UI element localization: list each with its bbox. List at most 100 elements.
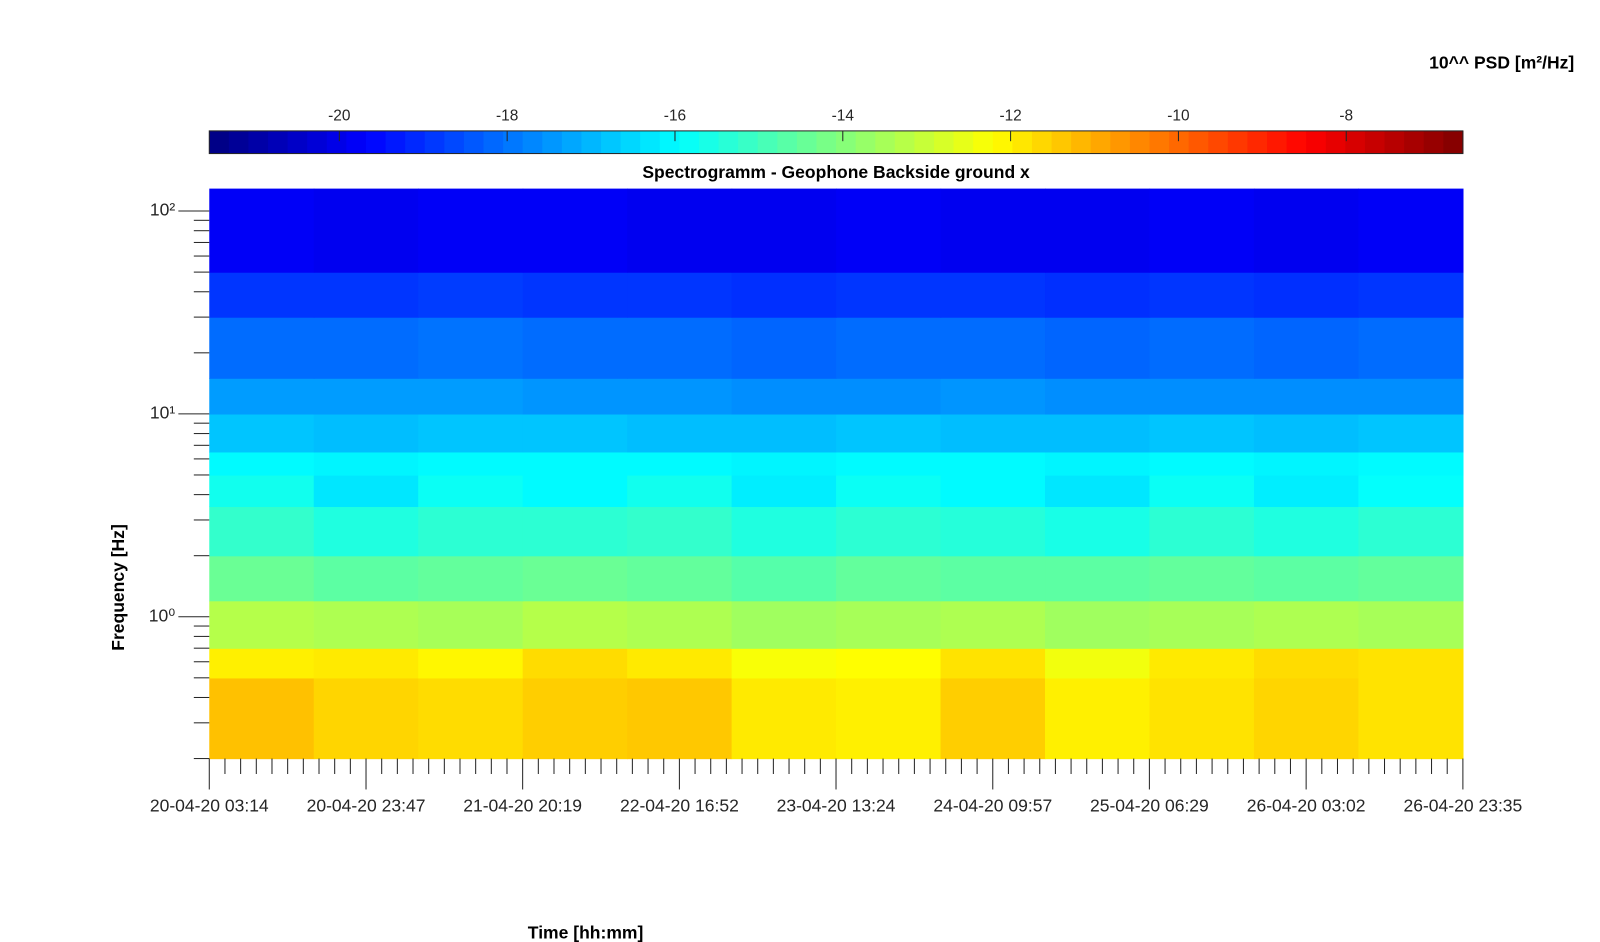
heatmap-cell	[836, 474, 942, 508]
colorbar-swatch	[1090, 130, 1111, 154]
heatmap-cell	[836, 648, 942, 679]
heatmap-cell	[522, 600, 628, 649]
colorbar-swatch	[581, 130, 602, 154]
colorbar-swatch	[718, 130, 739, 154]
heatmap-cell	[1253, 506, 1360, 557]
heatmap-cell	[731, 677, 837, 760]
heatmap-cell	[1358, 600, 1464, 649]
chart-title: Spectrogramm - Geophone Backside ground …	[642, 162, 1030, 182]
heatmap-cell	[836, 317, 942, 379]
heatmap-cell	[1253, 413, 1360, 453]
heatmap-cell	[627, 506, 733, 557]
heatmap-cell	[1358, 272, 1464, 318]
colorbar-swatch	[1227, 130, 1248, 154]
heatmap-cell	[627, 600, 733, 649]
colorbar-swatch	[1364, 130, 1386, 154]
heatmap-cell	[1045, 506, 1151, 557]
heatmap-cell	[209, 413, 315, 453]
x-tick-label: 26-04-20 23:35	[1403, 796, 1522, 816]
heatmap-cell	[313, 317, 419, 379]
heatmap-cell	[1358, 413, 1464, 453]
heatmap-cell	[522, 506, 628, 557]
colorbar-swatch	[698, 130, 720, 154]
heatmap-cell	[1358, 474, 1464, 508]
heatmap-cell	[209, 677, 315, 760]
heatmap-cell	[1149, 451, 1255, 476]
colorbar-swatch	[894, 130, 915, 154]
heatmap-cell	[1149, 474, 1255, 508]
heatmap-cell	[522, 677, 628, 760]
heatmap-cell	[940, 506, 1046, 557]
heatmap-cell	[731, 413, 837, 453]
colorbar-swatch	[1208, 130, 1229, 154]
heatmap-cell	[836, 555, 942, 602]
colorbar-swatch	[1012, 130, 1033, 154]
heatmap-cell	[418, 317, 524, 379]
heatmap-cell	[731, 188, 837, 273]
x-tick-label: 23-04-20 13:24	[777, 796, 896, 816]
heatmap-cell	[522, 555, 628, 602]
heatmap-cell	[313, 378, 419, 415]
colorbar-tick-label: -10	[1167, 108, 1189, 125]
colorbar-swatch	[1345, 130, 1366, 154]
colorbar-swatch	[1404, 130, 1425, 154]
heatmap-cell	[313, 648, 419, 679]
colorbar-swatch	[659, 130, 680, 154]
colorbar-tick-label: -8	[1339, 108, 1353, 125]
heatmap-cell	[418, 272, 524, 318]
heatmap-cell	[940, 600, 1046, 649]
colorbar-swatch	[1443, 130, 1464, 154]
x-tick-label: 20-04-20 03:14	[150, 796, 269, 816]
colorbar-swatch	[757, 130, 778, 154]
colorbar-swatch	[424, 130, 445, 154]
colorbar-swatch	[1188, 130, 1209, 154]
heatmap-cell	[1045, 677, 1151, 760]
heatmap-cell	[418, 378, 524, 415]
heatmap-cell	[731, 378, 837, 415]
heatmap-cell	[313, 677, 419, 760]
heatmap-cell	[313, 413, 419, 453]
heatmap-cell	[209, 648, 315, 679]
heatmap-cell	[836, 378, 942, 415]
heatmap-cell	[836, 677, 942, 760]
heatmap-cell	[209, 555, 315, 602]
heatmap-cell	[313, 555, 419, 602]
heatmap-cell	[1149, 506, 1255, 557]
heatmap-cell	[1253, 272, 1360, 318]
heatmap-cell	[418, 451, 524, 476]
colorbar-swatch	[1031, 130, 1053, 154]
heatmap-cell	[1358, 506, 1464, 557]
colorbar-swatch	[346, 130, 367, 154]
heatmap-cell	[627, 677, 733, 760]
colorbar-swatch	[1051, 130, 1072, 154]
colorbar-tick-label: -14	[832, 108, 855, 125]
colorbar-swatch	[522, 130, 543, 154]
heatmap-cell	[1253, 188, 1360, 273]
heatmap-cell	[209, 451, 315, 476]
heatmap-cell	[836, 600, 942, 649]
colorbar-swatch	[1071, 130, 1092, 154]
x-tick-label: 26-04-20 03:02	[1247, 796, 1366, 816]
heatmap-cell	[627, 474, 733, 508]
colorbar-swatch	[1306, 130, 1327, 154]
heatmap-cell	[836, 272, 942, 318]
heatmap-cell	[940, 451, 1046, 476]
colorbar-swatch	[365, 130, 387, 154]
colorbar-swatch	[973, 130, 994, 154]
heatmap-cell	[1149, 378, 1255, 415]
heatmap-cell	[1149, 188, 1255, 273]
heatmap-cell	[940, 272, 1046, 318]
heatmap-cell	[1045, 648, 1151, 679]
heatmap-cell	[209, 378, 315, 415]
y-tick-label: 10⁰	[149, 605, 176, 625]
heatmap-cell	[940, 317, 1046, 379]
heatmap-cell	[522, 272, 628, 318]
colorbar-label: 10^^ PSD [m²/Hz]	[1429, 53, 1574, 73]
colorbar-swatch	[268, 130, 289, 154]
colorbar-swatch	[992, 130, 1013, 154]
heatmap-cell	[1045, 272, 1151, 318]
heatmap-cell	[1358, 677, 1464, 760]
heatmap-cell	[1358, 451, 1464, 476]
colorbar-swatch	[1423, 130, 1444, 154]
